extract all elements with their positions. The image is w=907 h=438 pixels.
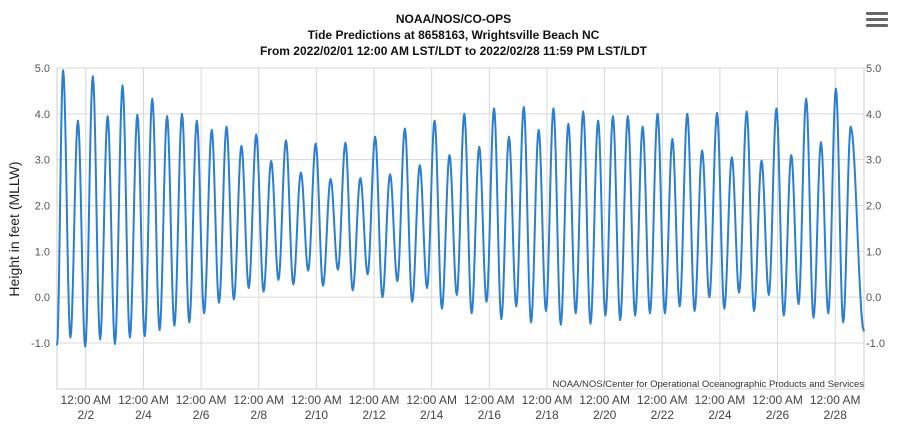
- x-tick-time: 12:00 AM: [176, 393, 227, 407]
- credit-text: NOAA/NOS/Center for Operational Oceanogr…: [552, 379, 864, 390]
- x-tick-date: 2/20: [593, 408, 617, 422]
- tide-series-line: [56, 69, 865, 348]
- x-tick-date: 2/26: [766, 408, 790, 422]
- x-tick-date: 2/8: [250, 408, 267, 422]
- x-tick-date: 2/16: [478, 408, 502, 422]
- y-tick-label: 0.0: [35, 292, 50, 304]
- x-tick-date: 2/18: [535, 408, 559, 422]
- x-tick-time: 12:00 AM: [579, 393, 630, 407]
- x-tick-time: 12:00 AM: [60, 393, 111, 407]
- x-tick-time: 12:00 AM: [637, 393, 688, 407]
- x-tick-date: 2/2: [77, 408, 94, 422]
- x-tick-time: 12:00 AM: [752, 393, 803, 407]
- x-tick-time: 12:00 AM: [233, 393, 284, 407]
- y-tick-label: -1.0: [31, 338, 50, 350]
- y-tick-label-right: 5.0: [866, 63, 881, 75]
- series-layer: [56, 69, 865, 348]
- x-tick-date: 2/28: [824, 408, 848, 422]
- y-axis-right: 5.0 4.0 3.0 2.0 1.0 0.0 -1.0: [866, 63, 885, 350]
- y-tick-label: 1.0: [35, 246, 50, 258]
- y-axis-left: 5.0 4.0 3.0 2.0 1.0 0.0 -1.0: [31, 63, 50, 350]
- x-tick-time: 12:00 AM: [695, 393, 746, 407]
- x-tick-time: 12:00 AM: [291, 393, 342, 407]
- chart-date-range: From 2022/02/01 12:00 AM LST/LDT to 2022…: [259, 44, 648, 58]
- x-tick-time: 12:00 AM: [349, 393, 400, 407]
- x-tick-date: 2/12: [362, 408, 386, 422]
- y-tick-label-right: 3.0: [866, 155, 881, 167]
- hamburger-menu-icon[interactable]: [866, 12, 888, 28]
- y-tick-label-right: 2.0: [866, 201, 881, 213]
- y-tick-label-right: 4.0: [866, 109, 881, 121]
- y-axis-label: Height in feet (MLLW): [6, 161, 22, 296]
- x-tick-date: 2/4: [135, 408, 152, 422]
- x-tick-date: 2/24: [708, 408, 732, 422]
- y-tick-label-right: 0.0: [866, 292, 881, 304]
- x-tick-time: 12:00 AM: [810, 393, 861, 407]
- y-tick-label: 4.0: [35, 109, 50, 121]
- x-tick-time: 12:00 AM: [464, 393, 515, 407]
- y-tick-label: 3.0: [35, 155, 50, 167]
- x-tick-time: 12:00 AM: [406, 393, 457, 407]
- y-tick-label-right: 1.0: [866, 246, 881, 258]
- y-tick-label-right: -1.0: [866, 338, 885, 350]
- x-tick-time: 12:00 AM: [118, 393, 169, 407]
- x-tick-date: 2/14: [420, 408, 444, 422]
- x-tick-date: 2/22: [651, 408, 675, 422]
- x-tick-time: 12:00 AM: [522, 393, 573, 407]
- x-tick-date: 2/10: [305, 408, 329, 422]
- chart-subtitle: Tide Predictions at 8658163, Wrightsvill…: [307, 28, 600, 42]
- y-tick-label: 5.0: [35, 63, 50, 75]
- x-axis: 12:00 AM2/212:00 AM2/412:00 AM2/612:00 A…: [60, 393, 860, 422]
- chart-title: NOAA/NOS/CO-OPS: [395, 12, 512, 26]
- y-tick-label: 2.0: [35, 201, 50, 213]
- x-tick-date: 2/6: [193, 408, 210, 422]
